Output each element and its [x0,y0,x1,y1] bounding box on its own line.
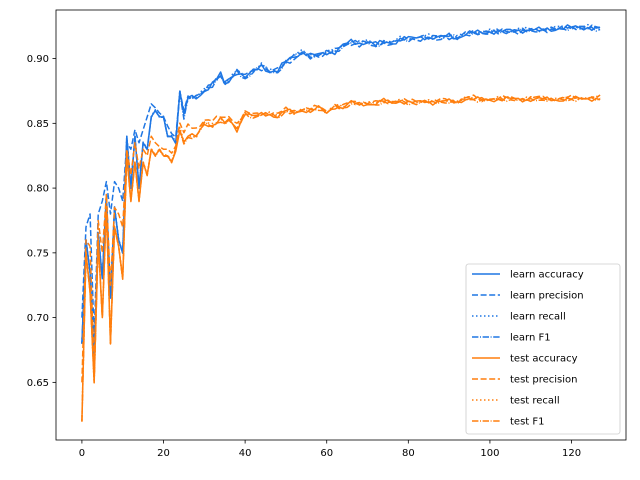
legend-label: test F1 [510,417,545,428]
series-line-learn-precision [81,24,601,338]
x-tick-label: 120 [562,448,581,459]
x-tick-label: 80 [402,448,415,459]
x-tick-label: 0 [79,448,85,459]
series-line-test-recall [81,95,601,421]
y-tick-label: 0.70 [27,313,49,324]
axes: 0 20 40 60 80 100 120 0.65 0.70 0.75 0.80 0.85 0.90 [27,9,627,459]
series-line-test-precision [81,94,601,383]
y-tick-label: 0.90 [27,54,49,65]
axes-frame [55,9,627,441]
legend-label: learn accuracy [510,270,584,281]
legend-label: learn recall [510,312,566,323]
series-line-test-f1 [81,96,601,422]
legend-label: learn F1 [510,333,551,344]
legend-label: test precision [510,375,578,386]
plot-area [81,23,601,422]
series-line-learn-f1 [81,25,601,365]
x-tick-label: 20 [157,448,170,459]
x-tick-label: 40 [239,448,252,459]
legend-label: test accuracy [510,354,578,365]
legend-label: test recall [510,396,560,407]
y-tick-label: 0.85 [27,119,49,130]
y-tick-label: 0.65 [27,378,49,389]
y-tick-label: 0.80 [27,184,49,195]
y-tick-label: 0.75 [27,248,49,259]
legend-box [465,263,621,435]
series-line-learn-recall [81,23,601,364]
x-tick-label: 60 [320,448,333,459]
x-tick-label: 100 [480,448,499,459]
legend-label: learn precision [510,291,584,302]
legend: learn accuracy learn precision learn recal… [465,263,621,435]
